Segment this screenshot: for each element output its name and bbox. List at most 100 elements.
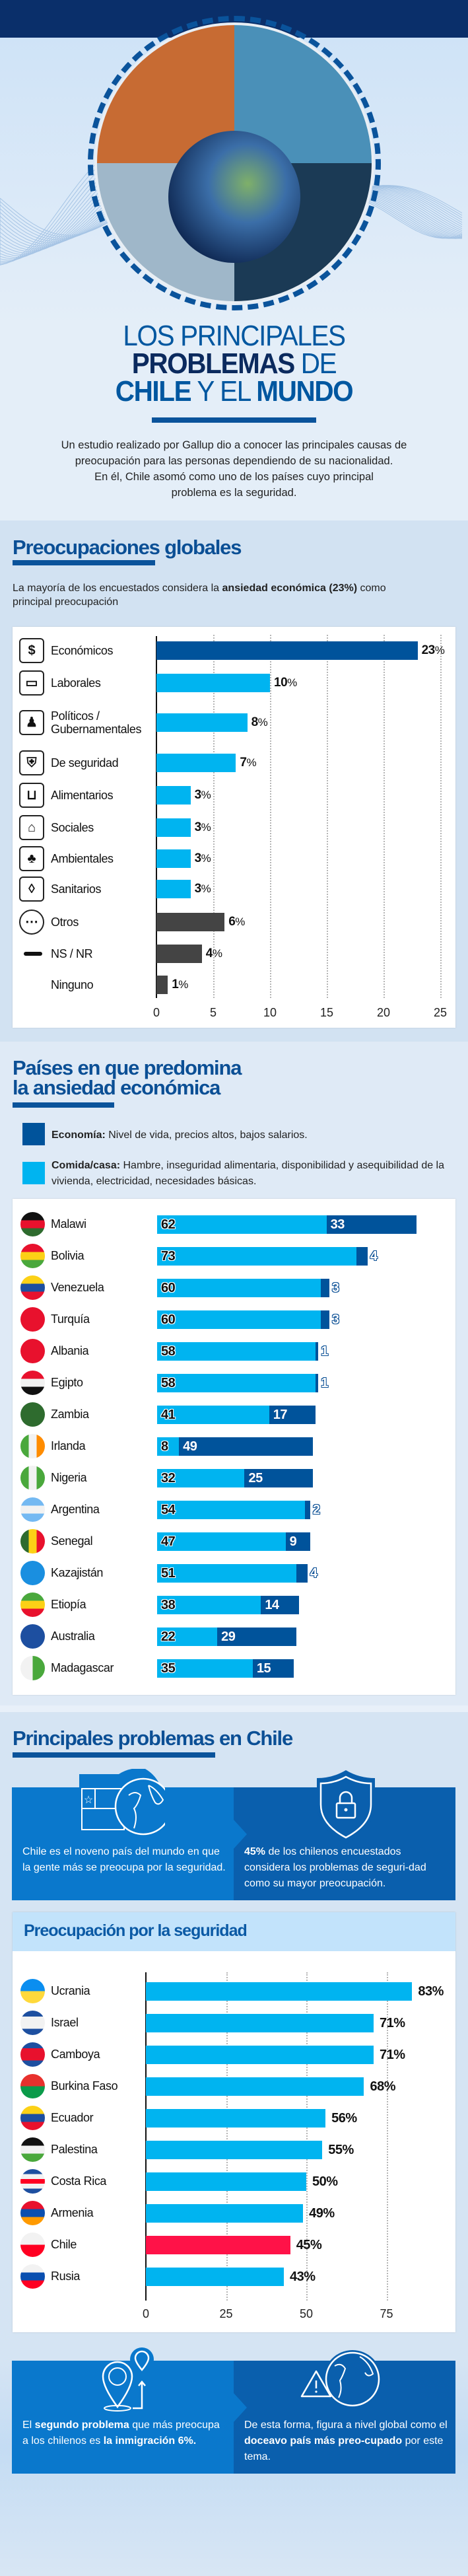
- info-box-twelfth-country: De esta forma, figura a nivel global com…: [233, 2350, 455, 2474]
- value-economia: 14: [265, 1598, 279, 1612]
- flag-icon: [20, 1402, 45, 1427]
- value-number: 43: [289, 2270, 304, 2284]
- grid-line: [226, 1972, 228, 2301]
- bar-economia: [321, 1279, 329, 1297]
- value-economia: 1: [321, 1344, 328, 1359]
- info-box-45-percent: 45% de los chilenos encuestados consider…: [233, 1770, 455, 1900]
- text-segment: que más preocupa a los chilenos es: [22, 2419, 220, 2447]
- bar-economia: [356, 1247, 368, 1266]
- value-comida: 51: [161, 1566, 176, 1581]
- tick-label: 20: [376, 1006, 391, 1019]
- country-label: Nigeria: [51, 1471, 87, 1484]
- grid-line: [327, 635, 328, 998]
- category-label: Sociales: [51, 821, 94, 834]
- text-segment: por este tema.: [244, 2435, 444, 2462]
- bar-comida: [157, 1310, 321, 1329]
- value-comida: 8: [161, 1439, 168, 1454]
- value-label: 8%: [251, 713, 268, 732]
- value-label: 3%: [195, 786, 211, 805]
- value-unit: %: [304, 2270, 316, 2284]
- flag-icon: [20, 2011, 45, 2035]
- value-unit: %: [345, 2111, 357, 2126]
- bar-comida: [157, 1437, 180, 1456]
- flag-icon: [20, 1434, 45, 1458]
- value-economia: 3: [331, 1312, 339, 1327]
- chart-title: Preocupación por la seguridad: [24, 1921, 248, 1940]
- bar-economia: [304, 1501, 310, 1519]
- section-heading-chile: Principales problemas en Chile: [13, 1727, 293, 1750]
- country-label: Ucrania: [51, 1984, 90, 1997]
- tick-label: 10: [263, 1006, 277, 1019]
- value-number: 55: [328, 2143, 343, 2157]
- value-unit: %: [201, 852, 211, 865]
- bar-economia: [296, 1564, 308, 1583]
- bar-comida: [157, 1659, 253, 1678]
- value-label: 55%: [328, 2141, 354, 2159]
- tick-label: 0: [142, 2307, 150, 2320]
- value-label: 3%: [195, 849, 211, 868]
- tick-label: 25: [219, 2307, 233, 2320]
- bar-comida: [157, 1215, 327, 1234]
- value-label: 50%: [312, 2172, 338, 2191]
- value-label: 4%: [206, 945, 222, 963]
- flag-icon: [20, 1275, 45, 1300]
- value-number: 3: [194, 788, 202, 802]
- category-label: Ambientales: [51, 852, 114, 865]
- country-label: Etiopía: [51, 1598, 86, 1611]
- country-label: Israel: [51, 2016, 79, 2029]
- value-economia: 4: [370, 1249, 378, 1264]
- bar: [146, 2172, 306, 2191]
- page-title: LOS PRINCIPALES PROBLEMAS DE CHILE Y EL …: [18, 322, 449, 406]
- svg-text:☆: ☆: [84, 1795, 93, 1806]
- value-unit: %: [235, 915, 245, 928]
- more-dots-icon: ⋯: [19, 910, 44, 935]
- value-economia: 1: [321, 1376, 328, 1390]
- value-unit: %: [393, 2016, 405, 2030]
- bar-economia: [179, 1437, 313, 1456]
- bar-highlight: [146, 2236, 290, 2254]
- section-heading-global: Preocupaciones globales: [13, 536, 242, 559]
- country-label: Malawi: [51, 1217, 86, 1231]
- intro-text: Un estudio realizado por Gallup dio a co…: [0, 437, 468, 501]
- info-box-immigration: El segundo problema que más preocupa a l…: [12, 2347, 234, 2474]
- tick-label: 50: [299, 2307, 314, 2320]
- value-unit: %: [384, 2079, 396, 2094]
- heading-underline: [13, 1752, 215, 1758]
- value-economia: 49: [183, 1439, 197, 1454]
- value-number: 3: [194, 882, 202, 896]
- section-heading-economic: Países en que predomina la ansiedad econó…: [13, 1056, 242, 1098]
- country-label: Turquía: [51, 1312, 90, 1326]
- value-unit: %: [326, 2174, 338, 2189]
- title-chile: CHILE: [115, 375, 192, 408]
- category-label: De seguridad: [51, 756, 119, 769]
- flag-icon: [20, 1466, 45, 1490]
- heading-line-1: Países en que predomina: [13, 1056, 242, 1079]
- text-segment: De esta forma, figura a nivel global com…: [244, 2419, 448, 2431]
- location-migration-icon: [102, 2347, 154, 2412]
- value-comida: 62: [161, 1217, 176, 1232]
- value-number: 23: [421, 643, 436, 657]
- axis-line: [145, 1972, 147, 2301]
- grid-line: [440, 635, 442, 998]
- bar-comida: [157, 1279, 321, 1297]
- country-label: Madagascar: [51, 1661, 114, 1674]
- grocery-bag-icon: ⊔: [19, 783, 44, 808]
- value-comida: 60: [161, 1312, 176, 1327]
- bar: [156, 713, 248, 732]
- value-label: 1%: [172, 976, 188, 994]
- title-mundo: MUNDO: [256, 375, 353, 408]
- value-number: 8: [251, 715, 259, 729]
- bar: [146, 1982, 413, 2001]
- value-label: 49%: [309, 2204, 335, 2223]
- text-segment: La mayoría de los encuestados considera …: [13, 583, 222, 594]
- value-label: 68%: [370, 2077, 395, 2096]
- value-comida: 60: [161, 1281, 176, 1295]
- heading-underline: [13, 560, 155, 565]
- value-unit: %: [323, 2206, 335, 2221]
- legend-swatch-economia: [22, 1123, 45, 1145]
- value-unit: %: [393, 2048, 405, 2062]
- value-number: 6: [228, 915, 236, 929]
- value-unit: %: [201, 882, 211, 895]
- bar-comida: [157, 1406, 269, 1424]
- heading-underline: [13, 1102, 114, 1108]
